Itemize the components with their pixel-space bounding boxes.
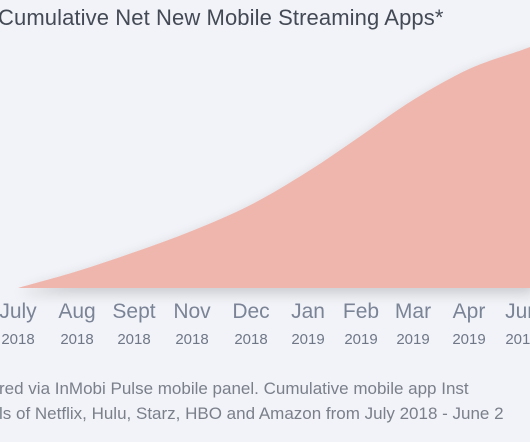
x-tick-year-8: 2019 bbox=[452, 331, 485, 348]
x-tick-year-0: 2018 bbox=[1, 331, 34, 348]
x-tick-month-9: Jun bbox=[505, 300, 530, 323]
x-tick-month-3: Nov bbox=[173, 300, 211, 323]
x-tick-year-5: 2019 bbox=[291, 331, 324, 348]
x-tick-month-4: Dec bbox=[232, 300, 269, 323]
x-tick-year-4: 2018 bbox=[234, 331, 267, 348]
x-tick-year-9: 2019 bbox=[505, 331, 530, 348]
x-tick-month-1: Aug bbox=[58, 300, 95, 323]
footnote-line-1: red via InMobi Pulse mobile panel. Cumul… bbox=[0, 379, 469, 398]
x-tick-year-7: 2019 bbox=[396, 331, 429, 348]
area-series bbox=[18, 47, 530, 288]
x-tick-month-6: Feb bbox=[343, 300, 379, 323]
x-tick-month-2: Sept bbox=[112, 300, 155, 323]
x-tick-month-0: July bbox=[0, 300, 37, 323]
chart-title: Cumulative Net New Mobile Streaming Apps… bbox=[0, 5, 444, 30]
x-tick-year-1: 2018 bbox=[60, 331, 93, 348]
x-tick-year-3: 2018 bbox=[175, 331, 208, 348]
footnote-line-2: ls of Netflix, Hulu, Starz, HBO and Amaz… bbox=[0, 404, 504, 423]
x-tick-month-8: Apr bbox=[453, 300, 486, 323]
x-tick-month-5: Jan bbox=[291, 300, 325, 323]
x-tick-year-2: 2018 bbox=[117, 331, 150, 348]
x-tick-month-7: Mar bbox=[395, 300, 431, 323]
x-tick-year-6: 2019 bbox=[344, 331, 377, 348]
